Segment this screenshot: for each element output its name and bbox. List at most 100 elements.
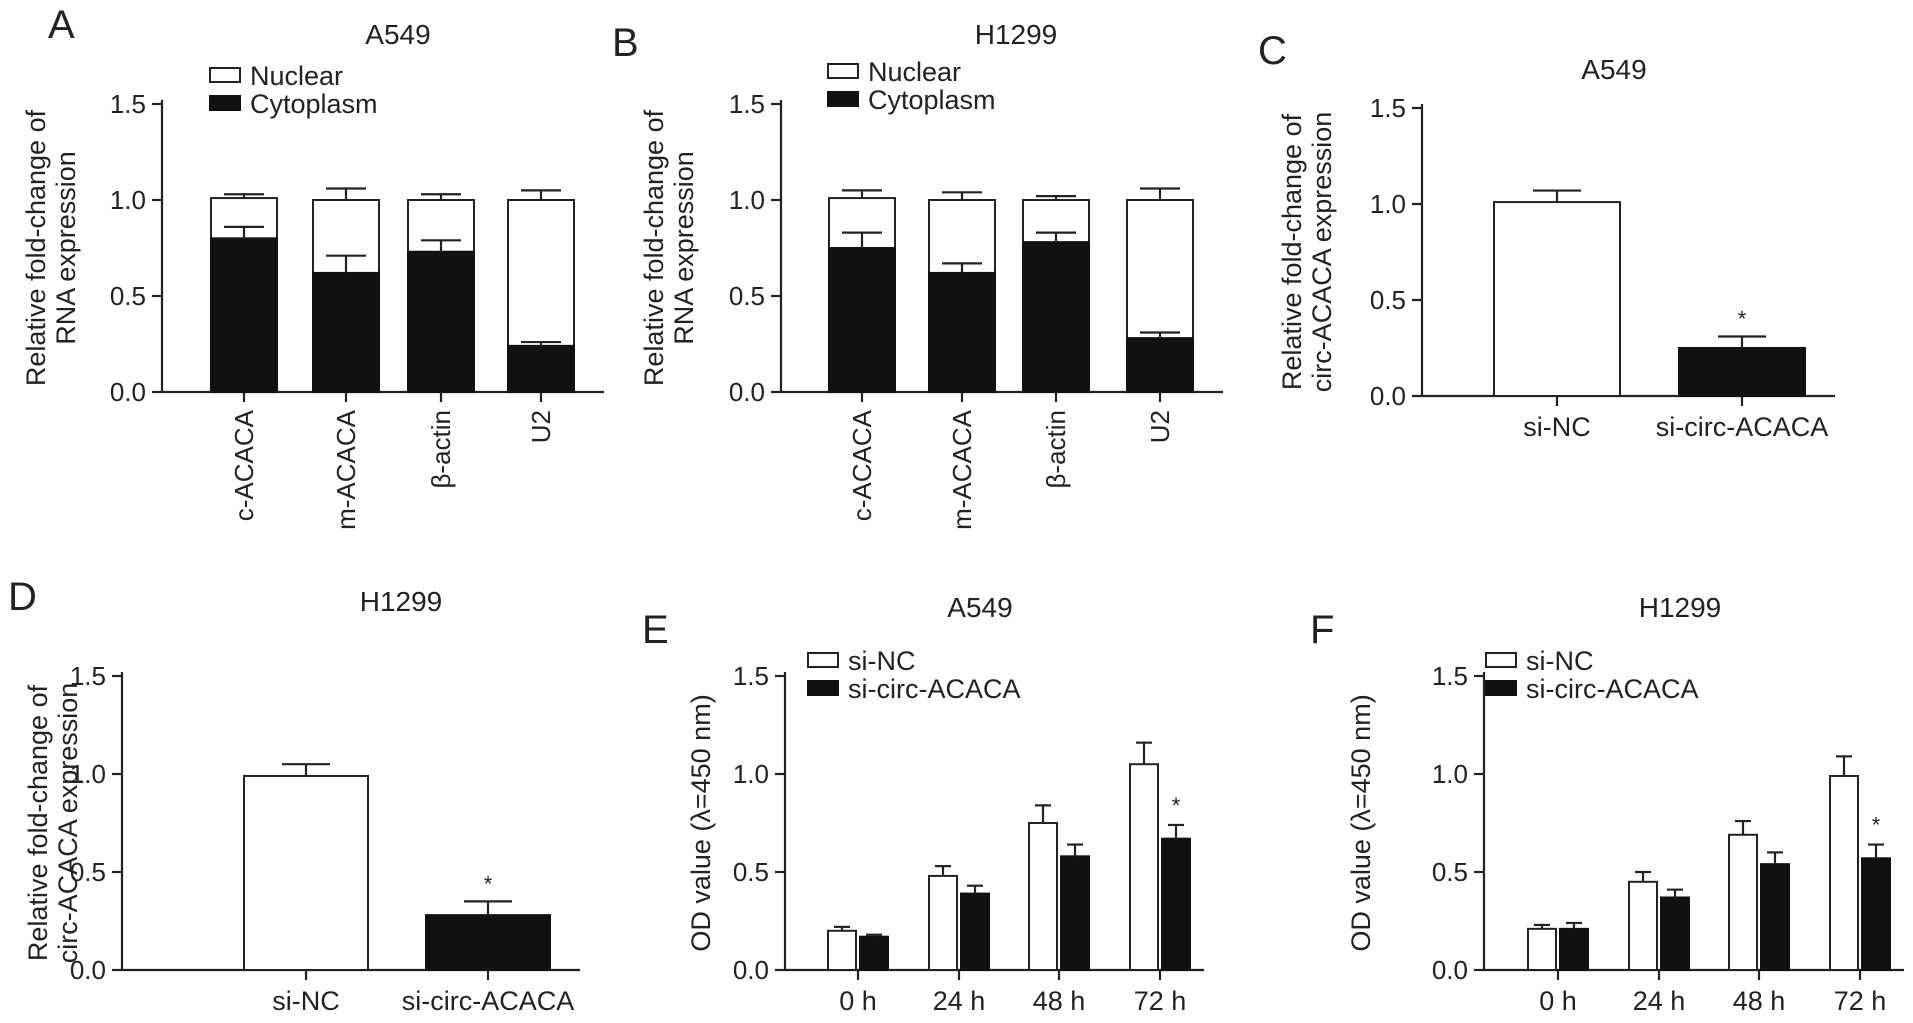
legend-label: Nuclear bbox=[868, 57, 961, 87]
x-tick-label: 72 h bbox=[1834, 986, 1887, 1016]
y-tick-label: 1.0 bbox=[733, 759, 769, 789]
y-tick-label: 0.5 bbox=[733, 857, 769, 887]
significance-marker: * bbox=[1172, 793, 1181, 818]
y-tick-label: 0.0 bbox=[729, 377, 765, 407]
chart-title: H1299 bbox=[360, 586, 443, 617]
panel-letter: F bbox=[1310, 608, 1334, 652]
y-tick-label: 1.5 bbox=[733, 661, 769, 691]
x-tick-label: c-ACACA bbox=[229, 409, 259, 521]
y-tick-label: 0.5 bbox=[1370, 285, 1406, 315]
bar-si-nc bbox=[928, 874, 958, 971]
y-tick-label: 0.0 bbox=[1432, 955, 1468, 985]
panel-letter: A bbox=[48, 3, 75, 47]
significance-marker: * bbox=[1738, 306, 1747, 331]
bar-cytoplasm bbox=[1126, 337, 1194, 393]
legend-label: si-NC bbox=[1526, 646, 1594, 676]
bar-si-nc bbox=[1728, 833, 1758, 972]
panel-letter: D bbox=[8, 575, 37, 619]
bar-nuclear bbox=[1126, 199, 1194, 340]
panel-letter: B bbox=[612, 21, 639, 65]
y-tick-label: 1.0 bbox=[729, 185, 765, 215]
bar-si-nc bbox=[1527, 927, 1557, 972]
x-tick-label: si-circ-ACACA bbox=[1656, 412, 1829, 442]
bar-si-circ-acaca bbox=[1861, 857, 1891, 972]
bar-si-nc bbox=[1628, 880, 1658, 971]
y-tick-label: 1.5 bbox=[110, 89, 146, 119]
panel-d: D H1299 Relative fold-change ofcirc-ACACA … bbox=[8, 575, 580, 1016]
y-axis-label: Relative fold-change ofcirc-ACACA expres… bbox=[23, 683, 83, 964]
y-tick-label: 0.5 bbox=[1432, 857, 1468, 887]
y-tick-label: 0.0 bbox=[733, 955, 769, 985]
x-tick-label: 0 h bbox=[1539, 986, 1577, 1016]
legend-swatch bbox=[807, 680, 839, 696]
y-tick-label: 1.5 bbox=[1432, 661, 1468, 691]
y-tick-label: 0.5 bbox=[729, 281, 765, 311]
panel-letter: C bbox=[1258, 29, 1287, 73]
legend-swatch bbox=[209, 95, 241, 111]
bar-cytoplasm bbox=[928, 271, 996, 393]
panel-f: F H1299 OD value (λ=450 nm) 0.0 0.5 1.0 1.5 0 h… bbox=[1310, 592, 1904, 1016]
y-axis-label: OD value (λ=450 nm) bbox=[686, 694, 716, 951]
chart-title: A549 bbox=[1581, 54, 1646, 85]
panel-c: C A549 Relative fold-change ofcirc-ACACA e… bbox=[1258, 29, 1835, 442]
bar-si-circ-acaca bbox=[1760, 863, 1790, 971]
x-tick-label: c-ACACA bbox=[847, 409, 877, 521]
legend-label: Cytoplasm bbox=[868, 85, 996, 115]
panel-b: B H1299 Relative fold-change ofRNA express… bbox=[612, 19, 1223, 530]
x-tick-label: U2 bbox=[1145, 410, 1175, 443]
legend-swatch bbox=[209, 67, 241, 83]
x-tick-label: 48 h bbox=[1033, 986, 1086, 1016]
y-tick-label: 1.0 bbox=[110, 185, 146, 215]
legend-swatch bbox=[827, 91, 859, 107]
y-tick-label: 0.5 bbox=[70, 857, 106, 887]
chart-title: H1299 bbox=[1639, 592, 1722, 623]
x-tick-label: 48 h bbox=[1733, 986, 1786, 1016]
legend-swatch bbox=[827, 63, 859, 79]
x-tick-label: β-actin bbox=[1041, 410, 1071, 489]
panel-e: E A549 OD value (λ=450 nm) 0.0 0.5 1.0 1.5 0 h 2… bbox=[642, 592, 1204, 1016]
bar-cytoplasm bbox=[407, 250, 475, 393]
x-tick-label: 24 h bbox=[1633, 986, 1686, 1016]
y-axis-label: OD value (λ=450 nm) bbox=[1346, 694, 1376, 951]
y-tick-label: 1.5 bbox=[70, 661, 106, 691]
legend-label: Cytoplasm bbox=[250, 89, 378, 119]
y-tick-label: 0.0 bbox=[70, 955, 106, 985]
y-tick-label: 1.5 bbox=[729, 89, 765, 119]
bar-si-nc bbox=[1493, 201, 1621, 397]
legend-label: si-circ-ACACA bbox=[1526, 674, 1699, 704]
x-tick-label: U2 bbox=[526, 410, 556, 443]
bar-si-circ-acaca bbox=[1060, 855, 1090, 972]
y-tick-label: 0.5 bbox=[110, 281, 146, 311]
bar-si-nc bbox=[827, 929, 857, 971]
x-tick-label: si-NC bbox=[272, 986, 340, 1016]
bar-cytoplasm bbox=[507, 344, 575, 394]
bar-si-circ-acaca bbox=[1678, 347, 1806, 397]
significance-marker: * bbox=[484, 871, 493, 896]
x-tick-label: β-actin bbox=[426, 410, 456, 489]
bar-si-nc bbox=[1028, 822, 1058, 971]
y-axis-label: Relative fold-change ofRNA expression bbox=[639, 109, 699, 386]
y-tick-label: 1.0 bbox=[1432, 759, 1468, 789]
chart-title: A549 bbox=[365, 19, 430, 50]
panel-a: A A549 Relative fold-change ofRNA expressi… bbox=[21, 3, 604, 530]
legend-label: si-circ-ACACA bbox=[848, 674, 1021, 704]
bar-cytoplasm bbox=[210, 237, 278, 393]
y-axis-label: Relative fold-change ofcirc-ACACA expres… bbox=[1277, 112, 1337, 393]
bar-si-circ-acaca bbox=[859, 935, 889, 971]
x-tick-label: m-ACACA bbox=[331, 409, 361, 530]
legend-swatch bbox=[807, 652, 839, 668]
bar-cytoplasm bbox=[312, 271, 380, 393]
legend-label: si-NC bbox=[848, 646, 916, 676]
bar-cytoplasm bbox=[1022, 241, 1090, 393]
bar-nuclear bbox=[507, 199, 575, 347]
bar-si-circ-acaca bbox=[960, 892, 990, 971]
legend-swatch bbox=[1485, 652, 1517, 668]
bar-si-nc bbox=[243, 774, 369, 972]
chart-title: A549 bbox=[947, 592, 1012, 623]
y-tick-label: 1.5 bbox=[1370, 93, 1406, 123]
bar-si-circ-acaca bbox=[1660, 896, 1690, 971]
x-tick-label: si-circ-ACACA bbox=[402, 986, 575, 1016]
x-tick-label: m-ACACA bbox=[947, 409, 977, 530]
panel-letter: E bbox=[642, 608, 669, 652]
